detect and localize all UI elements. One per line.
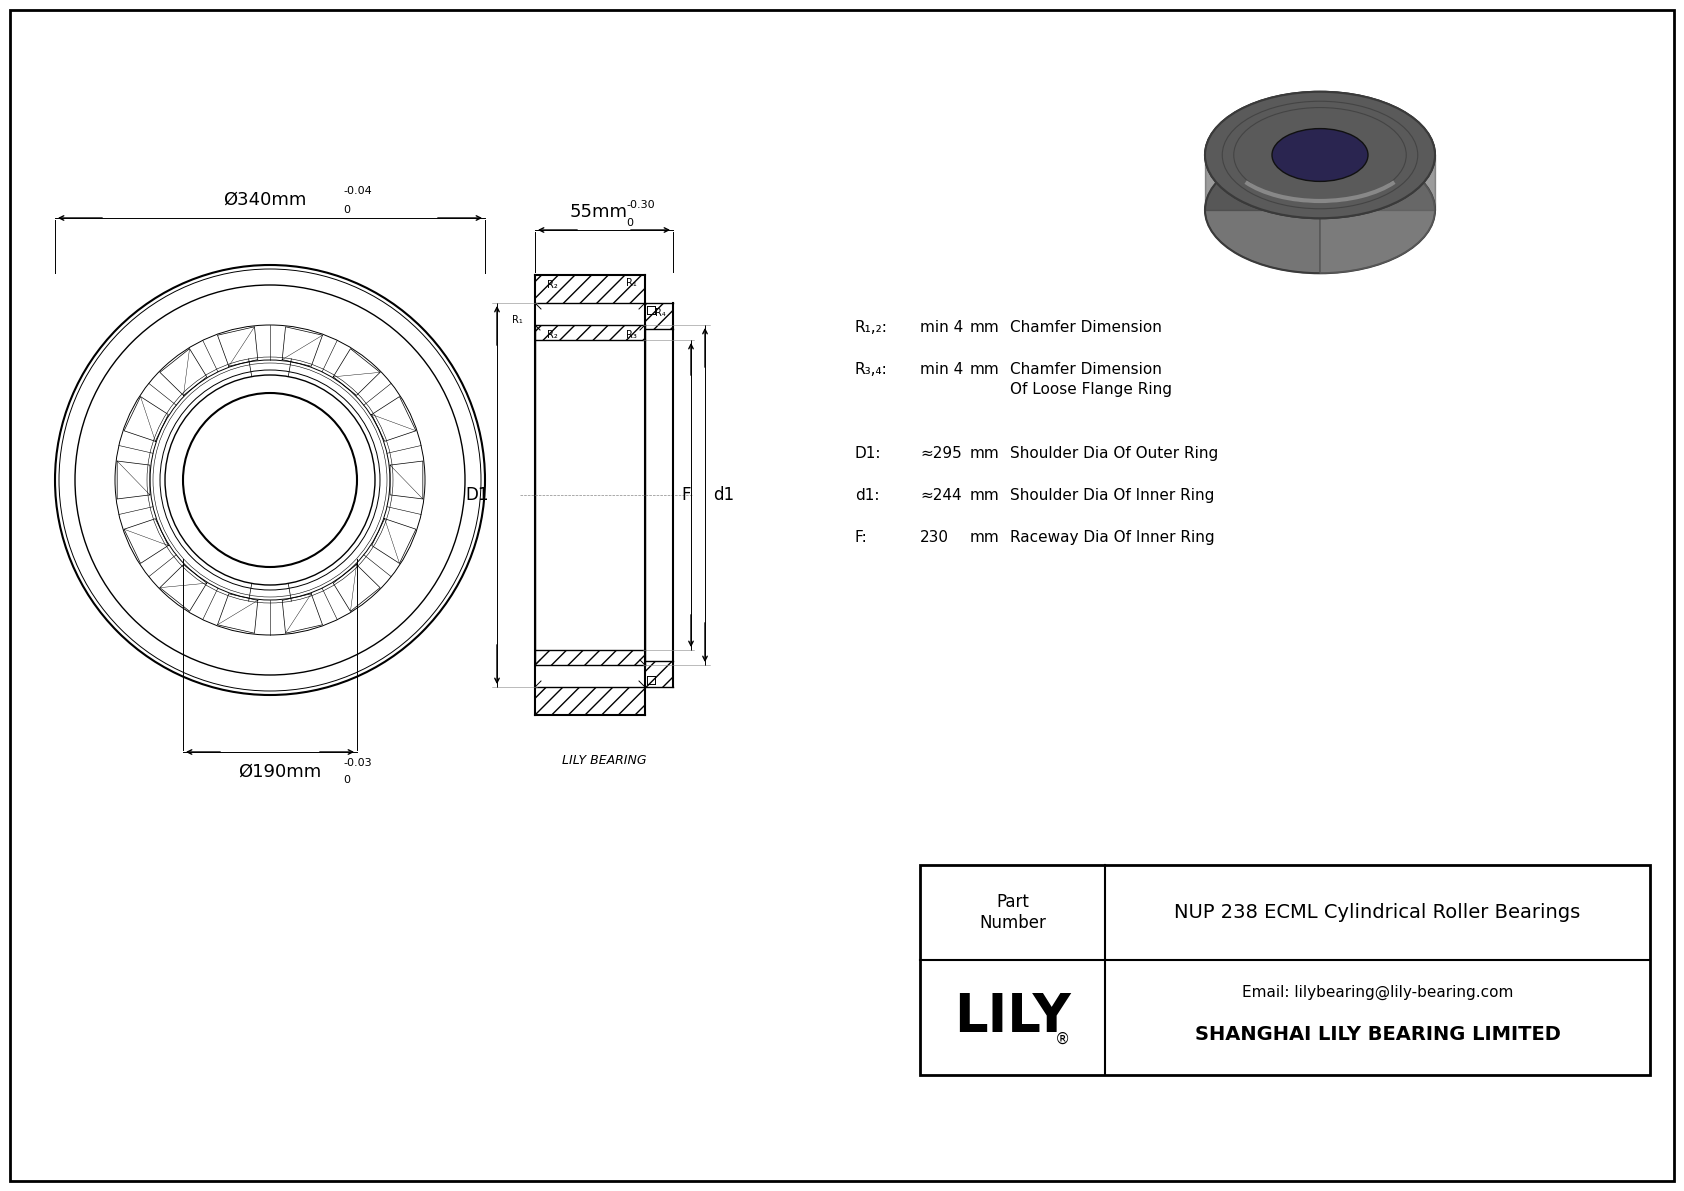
Text: R₁,₂:: R₁,₂: xyxy=(855,320,887,335)
Bar xyxy=(919,865,1650,1075)
Text: NUP 238 ECML Cylindrical Roller Bearings: NUP 238 ECML Cylindrical Roller Bearings xyxy=(1174,903,1581,922)
Text: min 4: min 4 xyxy=(919,320,963,335)
Text: Shoulder Dia Of Inner Ring: Shoulder Dia Of Inner Ring xyxy=(1010,488,1214,503)
Ellipse shape xyxy=(1206,92,1435,218)
Bar xyxy=(536,687,645,715)
Polygon shape xyxy=(1320,92,1435,273)
Text: -0.30: -0.30 xyxy=(626,200,655,210)
Text: F: F xyxy=(680,486,690,504)
Text: Chamfer Dimension: Chamfer Dimension xyxy=(1010,362,1162,378)
Text: mm: mm xyxy=(970,320,1000,335)
Text: 0: 0 xyxy=(344,205,350,216)
Text: R₃,₄:: R₃,₄: xyxy=(855,362,887,378)
Text: -0.04: -0.04 xyxy=(344,186,372,197)
Text: D1: D1 xyxy=(465,486,488,504)
Text: mm: mm xyxy=(970,362,1000,378)
Text: Ø190mm: Ø190mm xyxy=(239,763,322,781)
Text: SHANGHAI LILY BEARING LIMITED: SHANGHAI LILY BEARING LIMITED xyxy=(1194,1025,1561,1045)
Text: Shoulder Dia Of Outer Ring: Shoulder Dia Of Outer Ring xyxy=(1010,445,1218,461)
Text: 0: 0 xyxy=(344,775,350,785)
Text: R₃: R₃ xyxy=(626,330,637,339)
Text: R₂: R₂ xyxy=(547,330,557,339)
Text: d1:: d1: xyxy=(855,488,879,503)
Bar xyxy=(645,303,674,329)
Text: R₁: R₁ xyxy=(512,314,524,325)
Text: 55mm: 55mm xyxy=(569,202,628,222)
Text: Chamfer Dimension: Chamfer Dimension xyxy=(1010,320,1162,335)
Bar xyxy=(536,275,645,303)
Text: R₂: R₂ xyxy=(547,280,557,289)
Bar xyxy=(536,650,645,665)
Text: D1:: D1: xyxy=(855,445,881,461)
Text: Raceway Dia Of Inner Ring: Raceway Dia Of Inner Ring xyxy=(1010,530,1214,545)
Polygon shape xyxy=(1206,92,1320,273)
Ellipse shape xyxy=(1271,129,1367,181)
Bar xyxy=(645,661,674,687)
Text: F:: F: xyxy=(855,530,867,545)
Text: LILY: LILY xyxy=(955,991,1071,1043)
Bar xyxy=(536,325,645,339)
Text: Of Loose Flange Ring: Of Loose Flange Ring xyxy=(1010,382,1172,397)
Text: ®: ® xyxy=(1054,1031,1069,1047)
Text: mm: mm xyxy=(970,488,1000,503)
Text: Ø340mm: Ø340mm xyxy=(224,191,306,208)
Ellipse shape xyxy=(1271,129,1367,181)
Text: ≈244: ≈244 xyxy=(919,488,962,503)
Text: LILY BEARING: LILY BEARING xyxy=(562,754,647,767)
Text: ≈295: ≈295 xyxy=(919,445,962,461)
Text: R₁: R₁ xyxy=(626,278,637,288)
Text: min 4: min 4 xyxy=(919,362,963,378)
Text: Part
Number: Part Number xyxy=(978,893,1046,931)
Ellipse shape xyxy=(1206,92,1435,218)
Text: R₄: R₄ xyxy=(655,308,665,318)
Text: mm: mm xyxy=(970,530,1000,545)
Text: -0.03: -0.03 xyxy=(344,757,372,768)
Text: d1: d1 xyxy=(712,486,734,504)
Text: 0: 0 xyxy=(626,218,633,227)
Text: Email: lilybearing@lily-bearing.com: Email: lilybearing@lily-bearing.com xyxy=(1241,985,1514,999)
Text: mm: mm xyxy=(970,445,1000,461)
Text: 230: 230 xyxy=(919,530,950,545)
